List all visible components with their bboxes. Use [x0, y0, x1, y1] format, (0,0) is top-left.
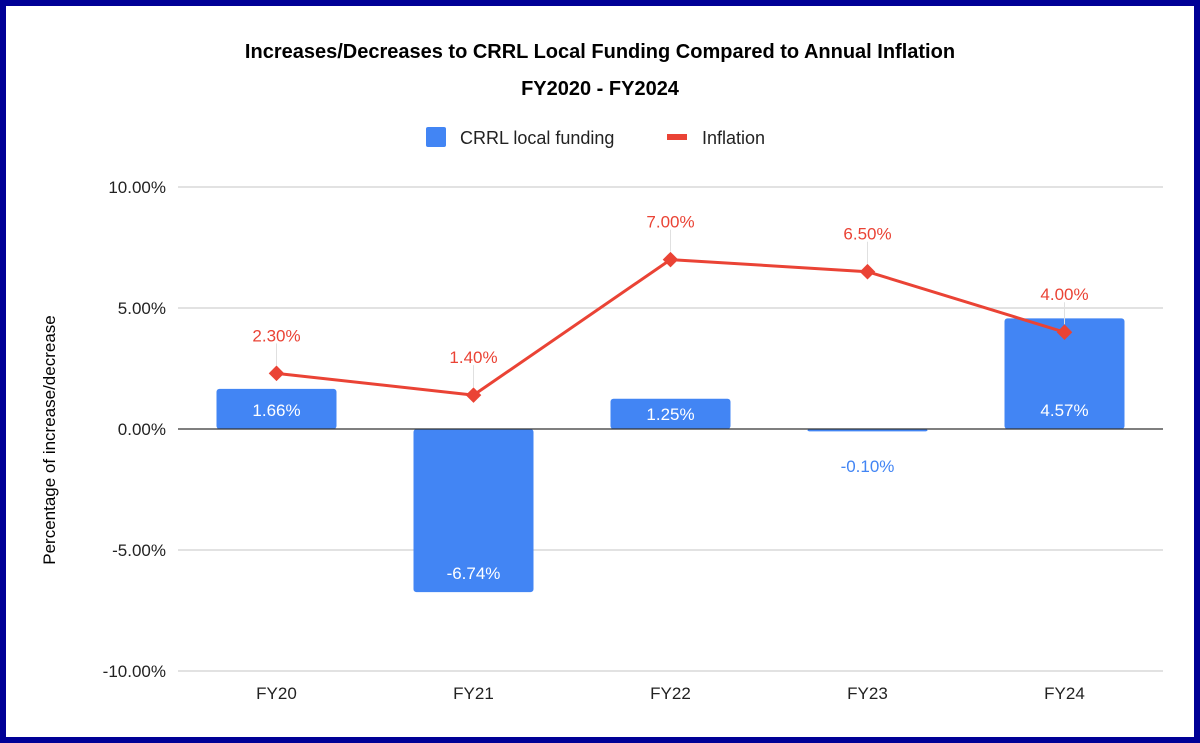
x-tick-label: FY21	[453, 684, 494, 703]
legend-swatch-bar	[426, 127, 446, 147]
legend-item-inflation[interactable]: Inflation	[667, 128, 765, 148]
inflation-point-fy20[interactable]	[268, 365, 285, 382]
bar-fy24[interactable]	[1004, 318, 1125, 429]
inflation-point-fy24[interactable]	[1056, 324, 1073, 340]
x-axis-ticks: FY20 FY21 FY22 FY23 FY24	[256, 684, 1085, 703]
legend-item-funding[interactable]: CRRL local funding	[426, 127, 614, 148]
y-tick-label: 0.00%	[118, 420, 166, 439]
legend-label-inflation: Inflation	[702, 128, 765, 148]
y-tick-label: -5.00%	[112, 541, 166, 560]
line-data-label: 6.50%	[843, 225, 891, 244]
bar-data-label: 1.25%	[646, 405, 694, 424]
bar-fy22[interactable]	[610, 398, 731, 429]
line-data-label: 2.30%	[252, 326, 300, 345]
bar-fy20[interactable]	[216, 388, 337, 429]
legend: CRRL local funding Inflation	[426, 127, 765, 148]
gridlines	[178, 186, 1163, 672]
line-data-label: 7.00%	[646, 213, 694, 232]
chart-subtitle: FY2020 - FY2024	[521, 78, 680, 100]
y-tick-label: 5.00%	[118, 299, 166, 318]
inflation-line-path	[276, 258, 1065, 397]
bars: 1.66% -6.74% 1.25% -0.10% 4.57%	[216, 318, 1125, 593]
inflation-point-fy23[interactable]	[859, 263, 876, 280]
legend-swatch-line	[667, 134, 687, 140]
bar-data-label: -6.74%	[447, 564, 501, 583]
bar-data-label: -0.10%	[841, 457, 895, 476]
bar-data-label: 1.66%	[252, 401, 300, 420]
x-tick-label: FY20	[256, 684, 297, 703]
line-data-label: 4.00%	[1040, 285, 1088, 304]
chart-title: Increases/Decreases to CRRL Local Fundin…	[245, 41, 955, 63]
legend-label-funding: CRRL local funding	[460, 128, 614, 148]
x-tick-label: FY23	[847, 684, 888, 703]
y-tick-label: -10.00%	[103, 662, 166, 681]
y-axis-title: Percentage of increase/decrease	[40, 315, 59, 565]
line-data-label: 1.40%	[449, 348, 497, 367]
x-tick-label: FY22	[650, 684, 691, 703]
bar-data-label: 4.57%	[1040, 401, 1088, 420]
x-tick-label: FY24	[1044, 684, 1085, 703]
y-axis-ticks: 10.00% 5.00% 0.00% -5.00% -10.00%	[103, 178, 166, 681]
bar-fy21[interactable]	[413, 429, 534, 593]
y-tick-label: 10.00%	[108, 178, 166, 197]
